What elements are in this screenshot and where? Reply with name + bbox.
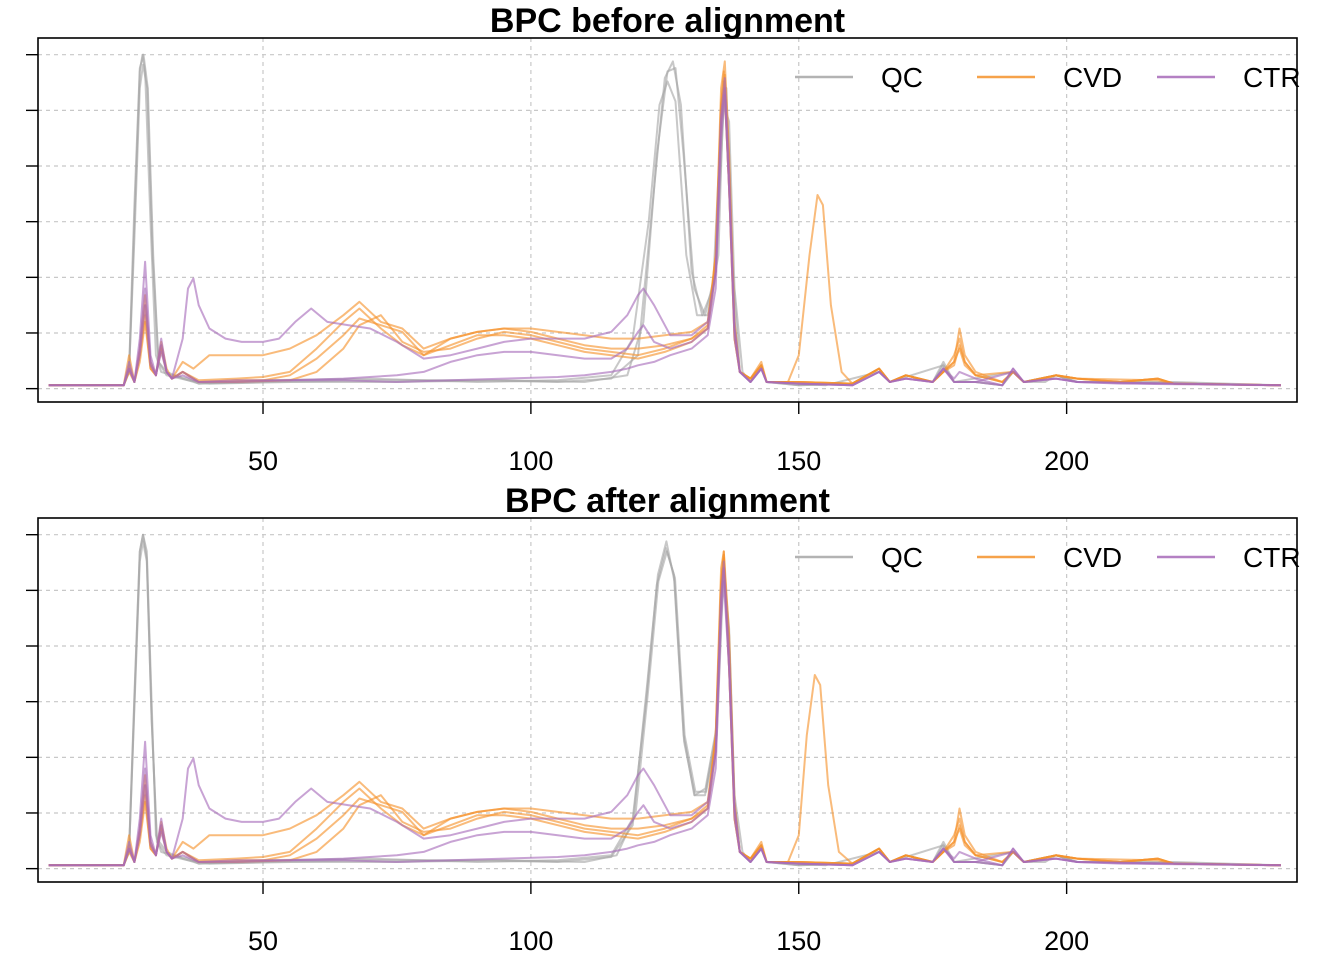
series-line-ctr-8 bbox=[48, 77, 1281, 387]
chart-panel-2: BPC after alignment 50 100 150 200 QC CVD CTR bbox=[26, 482, 1301, 956]
series-line-cvd-6 bbox=[48, 73, 1281, 387]
x-tick-label: 50 bbox=[248, 926, 278, 956]
series-line-ctr-9 bbox=[48, 93, 1281, 387]
legend-label-cvd: CVD bbox=[1063, 62, 1122, 93]
legend-label-qc: QC bbox=[881, 62, 923, 93]
x-tick-label: 100 bbox=[508, 446, 553, 476]
x-tick-label: 50 bbox=[248, 446, 278, 476]
series-line-cvd-6 bbox=[48, 553, 1281, 867]
legend: QC CVD CTR bbox=[795, 542, 1301, 573]
x-tick-label: 200 bbox=[1044, 446, 1089, 476]
legend: QC CVD CTR bbox=[795, 62, 1301, 93]
legend-label-cvd: CVD bbox=[1063, 542, 1122, 573]
series-line-cvd-3 bbox=[48, 550, 1281, 867]
legend-label-qc: QC bbox=[881, 542, 923, 573]
x-tick-label: 150 bbox=[776, 926, 821, 956]
x-tick-label: 200 bbox=[1044, 926, 1089, 956]
legend-label-ctr: CTR bbox=[1243, 542, 1301, 573]
series-line-cvd-4 bbox=[48, 550, 1281, 867]
series-line-ctr-7 bbox=[48, 567, 1281, 867]
chart-panel-1: BPC before alignment 50 100 150 200 QC CVD CTR bbox=[26, 2, 1301, 476]
x-tick-label: 100 bbox=[508, 926, 553, 956]
series-line-ctr-9 bbox=[48, 580, 1281, 867]
series-line-ctr-7 bbox=[48, 87, 1281, 387]
legend-label-ctr: CTR bbox=[1243, 62, 1301, 93]
chart-title: BPC after alignment bbox=[505, 482, 830, 520]
x-tick-label: 150 bbox=[776, 446, 821, 476]
chart-title: BPC before alignment bbox=[490, 2, 845, 40]
series-line-cvd-5 bbox=[48, 557, 1281, 867]
plot-frame bbox=[37, 37, 1298, 403]
plot-frame bbox=[37, 517, 1298, 883]
series-line-qc-2 bbox=[48, 63, 1281, 387]
series-line-cvd-3 bbox=[48, 70, 1281, 387]
